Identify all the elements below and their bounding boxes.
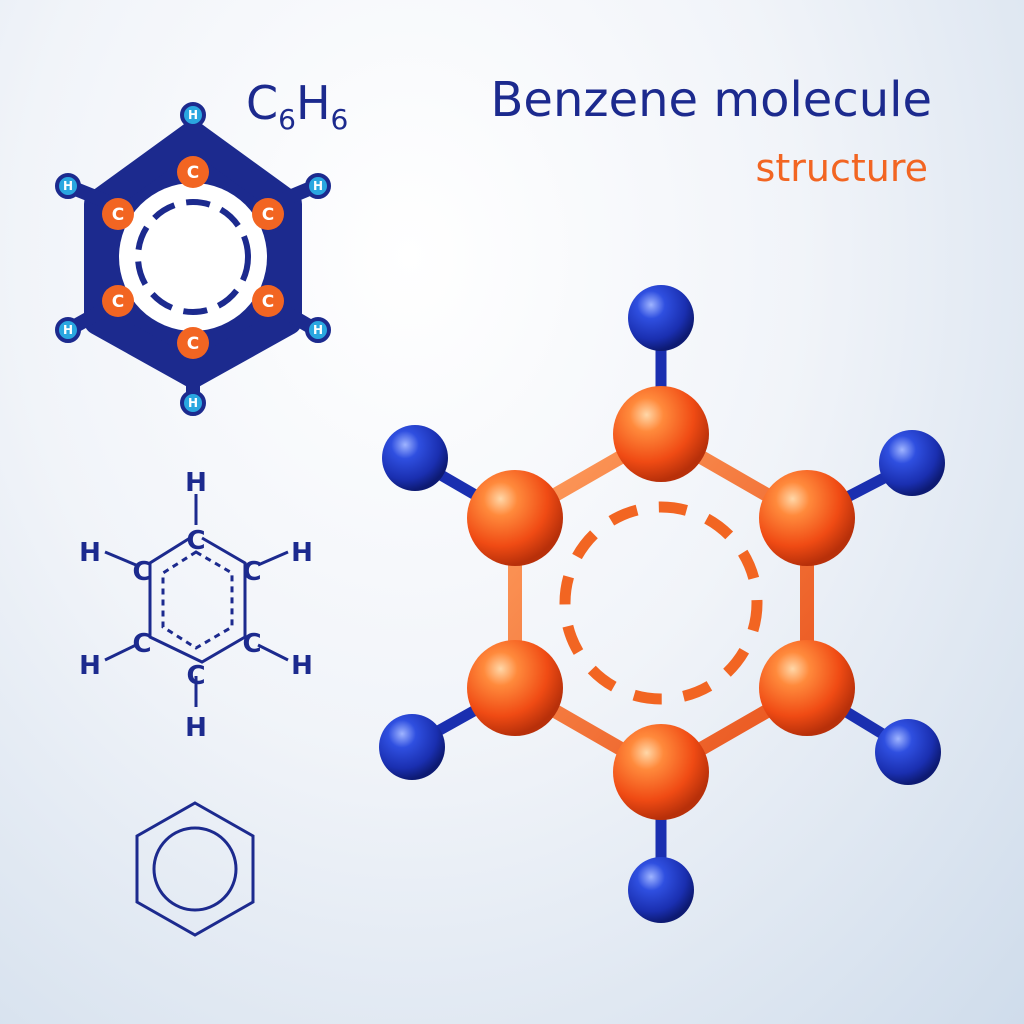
skeletal-formula: [135, 801, 255, 937]
structural-carbon-label: C: [242, 629, 261, 659]
flat-hydrogen-label: H: [313, 179, 323, 193]
model-dashed-ring: [559, 501, 763, 705]
ball-and-stick-model: [379, 285, 945, 923]
skeletal-inner-circle: [152, 826, 238, 912]
model-hydrogen-atoms: [379, 285, 945, 923]
structural-formula: [104, 494, 289, 707]
skeletal-hexagon: [135, 801, 255, 937]
structural-hydrogen-label: H: [185, 713, 207, 743]
flat-carbon-label: C: [262, 292, 274, 312]
flat-carbon-label: C: [262, 205, 274, 225]
flat-carbon-label: C: [187, 163, 199, 183]
flat-carbon-atoms: [102, 156, 284, 359]
flat-hydrogen-label: H: [188, 108, 198, 122]
flat-carbon-label: C: [112, 205, 124, 225]
flat-hydrogen-label: H: [63, 323, 73, 337]
title: Benzene molecule: [490, 72, 933, 128]
structural-hydrogen-label: H: [291, 538, 313, 568]
model-carbon-atoms: [467, 386, 855, 820]
structural-carbon-label: C: [186, 661, 205, 691]
structural-dashed-ring: [161, 550, 234, 650]
flat-hydrogen-label: H: [63, 179, 73, 193]
structural-carbon-label: C: [132, 557, 151, 587]
structural-hydrogen-label: H: [79, 538, 101, 568]
subtitle: structure: [755, 146, 928, 190]
structural-hydrogen-label: H: [291, 651, 313, 681]
chemical-formula: C6H6: [246, 76, 348, 136]
formula-carbon-count: 6: [278, 103, 296, 136]
formula-hydrogen: H: [295, 76, 331, 130]
structural-carbon-label: C: [132, 629, 151, 659]
flat-ring-hole: [119, 183, 267, 331]
formula-hydrogen-count: 6: [330, 103, 349, 136]
structural-hydrogen-label: H: [185, 468, 207, 498]
flat-carbon-label: C: [112, 292, 124, 312]
structural-carbon-label: C: [242, 557, 261, 587]
structural-hydrogen-label: H: [79, 651, 101, 681]
flat-hydrogen-label: H: [313, 323, 323, 337]
structural-carbon-label: C: [186, 526, 205, 556]
structural-bonds: [148, 536, 247, 664]
flat-ring-dashed-circle: [135, 199, 251, 315]
flat-hydrogen-label: H: [188, 396, 198, 410]
formula-carbon: C: [246, 76, 279, 130]
flat-carbon-label: C: [187, 334, 199, 354]
flat-benzene-icon: C C C C C C H H H H H H: [55, 102, 331, 416]
flat-hydrogen-atoms: [55, 102, 331, 416]
model-cc-bonds: [508, 427, 814, 779]
